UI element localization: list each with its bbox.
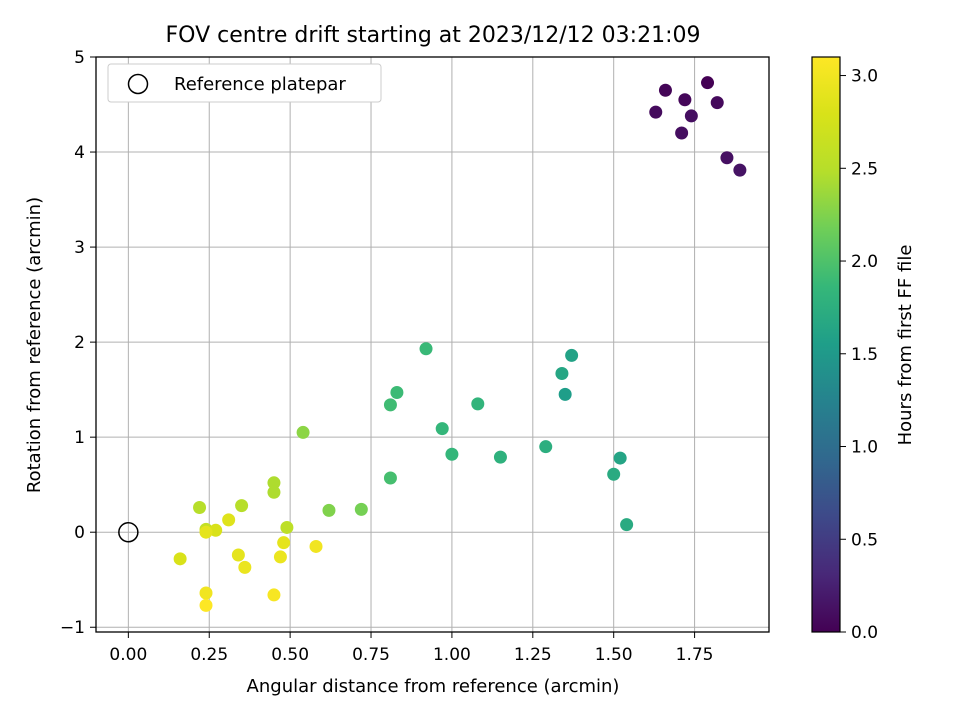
scatter-point	[222, 513, 236, 527]
colorbar-ticks: 0.0 0.5 1.0 1.5 2.0 2.5 3.0	[840, 67, 878, 643]
reference-point-marker	[118, 521, 139, 543]
legend-marker	[127, 73, 149, 95]
grid-lines	[96, 56, 769, 632]
colorbar-tick-label: 1.0	[851, 438, 878, 458]
scatter-point	[539, 440, 553, 454]
y-tick-label: 3	[74, 238, 85, 258]
legend-label: Reference platepar	[174, 74, 346, 95]
scatter-point	[267, 588, 281, 602]
scatter-point	[390, 385, 404, 399]
scatter-point	[678, 93, 692, 107]
colorbar-tick-label: 1.5	[851, 345, 878, 365]
scatter-point	[471, 397, 485, 411]
y-axis-label: Rotation from reference (arcmin)	[24, 197, 45, 493]
scatter-point	[607, 467, 621, 481]
y-tick-label: 5	[74, 48, 85, 68]
x-axis-ticks: 0.00 0.25 0.50 0.75 1.00 1.25 1.50 1.75	[109, 632, 714, 665]
scatter-point	[383, 398, 397, 412]
scatter-point	[277, 536, 291, 550]
scatter-point	[649, 105, 663, 119]
scatter-point	[565, 348, 579, 362]
scatter-point	[555, 366, 569, 380]
scatter-point	[493, 450, 507, 464]
scatter-point	[558, 387, 572, 401]
scatter-point	[419, 342, 433, 356]
scatter-point	[383, 471, 397, 485]
scatter-point	[273, 550, 287, 564]
scatter-point	[199, 586, 213, 600]
scatter-point	[701, 76, 715, 90]
y-tick-label: 4	[74, 143, 85, 163]
scatter-point	[173, 552, 187, 566]
scatter-point	[445, 447, 459, 461]
scatter-point	[435, 422, 449, 436]
scatter-point	[658, 83, 672, 97]
legend-box	[107, 63, 382, 103]
x-tick-label: 1.25	[514, 645, 552, 665]
scatter-point	[235, 499, 249, 513]
scatter-point	[309, 539, 323, 553]
scatter-point	[684, 109, 698, 123]
x-axis-label: Angular distance from reference (arcmin)	[247, 676, 620, 697]
scatter-point	[354, 502, 368, 516]
scatter-point	[267, 485, 281, 499]
scatter-point	[238, 560, 252, 574]
scatter-point	[613, 451, 627, 465]
scatter-point	[620, 518, 634, 532]
y-tick-label: −1	[60, 618, 85, 638]
scatter-point	[193, 500, 207, 514]
x-tick-label: 0.00	[109, 645, 147, 665]
y-tick-label: 0	[74, 523, 85, 543]
chart-title: FOV centre drift starting at 2023/12/12 …	[166, 23, 701, 48]
colorbar-tick-label: 2.0	[851, 252, 878, 272]
scatter-point	[675, 126, 689, 140]
legend: Reference platepar	[107, 63, 382, 103]
scatter-point	[209, 523, 223, 537]
colorbar-tick-label: 0.0	[851, 623, 878, 643]
y-tick-label: 1	[74, 428, 85, 448]
colorbar	[811, 56, 841, 633]
x-tick-label: 1.75	[676, 645, 714, 665]
x-tick-label: 1.00	[433, 645, 471, 665]
colorbar-tick-label: 3.0	[851, 67, 878, 87]
colorbar-label: Hours from first FF file	[895, 245, 916, 446]
scatter-point	[280, 520, 294, 534]
y-axis-ticks: −1 0 1 2 3 4 5	[60, 48, 96, 638]
scatter-point	[322, 503, 336, 517]
scatter-point	[199, 598, 213, 612]
x-tick-label: 0.75	[352, 645, 390, 665]
scatter-point	[199, 525, 213, 539]
y-tick-label: 2	[74, 333, 85, 353]
scatter-point	[720, 151, 734, 165]
x-tick-label: 0.25	[190, 645, 228, 665]
scatter-point	[231, 548, 245, 562]
plot-area-frame	[95, 56, 770, 633]
colorbar-tick-label: 0.5	[851, 530, 878, 550]
scatter-point	[296, 425, 310, 439]
scatter-point	[733, 163, 747, 177]
data-points	[173, 76, 747, 612]
x-tick-label: 0.50	[271, 645, 309, 665]
colorbar-tick-label: 2.5	[851, 159, 878, 179]
scatter-point	[267, 476, 281, 490]
x-tick-label: 1.50	[595, 645, 633, 665]
scatter-point	[710, 96, 724, 110]
